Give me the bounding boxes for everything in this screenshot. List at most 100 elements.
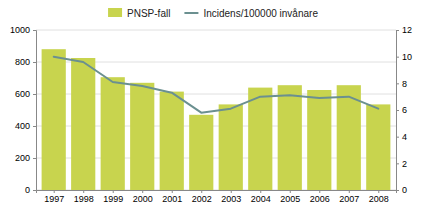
legend-swatch [108, 8, 122, 17]
tick-label: 2002 [192, 194, 212, 204]
tick: 800 [15, 57, 36, 67]
grid-line [36, 30, 396, 31]
legend: PNSP-fall Incidens/100000 invånare [108, 8, 318, 19]
tick: 200 [15, 153, 36, 163]
tick-label: 800 [15, 57, 30, 67]
tick-mark [396, 83, 399, 84]
tick-mark [396, 190, 399, 191]
plot-area: 1997199819992000200120022003200420052006… [10, 25, 412, 204]
tick-mark [231, 190, 232, 193]
tick: 2007 [339, 190, 359, 204]
tick-mark [33, 62, 36, 63]
tick-label: 2007 [339, 194, 359, 204]
tick-label: 2006 [310, 194, 330, 204]
tick-mark [290, 190, 291, 193]
tick-label: 400 [15, 121, 30, 131]
tick-mark [396, 57, 399, 58]
tick: 2 [396, 159, 407, 169]
bar [366, 104, 390, 190]
tick-label: 1999 [103, 194, 123, 204]
tick-label: 2008 [369, 194, 389, 204]
tick: 2000 [133, 190, 153, 204]
tick: 2001 [162, 190, 182, 204]
bar [278, 85, 302, 190]
tick-mark [319, 190, 320, 193]
tick: 4 [396, 132, 407, 142]
legend-label: Incidens/100000 invånare [203, 8, 318, 19]
tick: 400 [15, 121, 36, 131]
tick-mark [396, 163, 399, 164]
line [54, 57, 379, 113]
tick-label: 2000 [133, 194, 153, 204]
tick: 1997 [44, 190, 64, 204]
tick: 10 [396, 52, 412, 62]
tick: 2008 [369, 190, 389, 204]
bar [130, 83, 154, 190]
bar [219, 104, 243, 190]
tick-mark [142, 190, 143, 193]
tick-label: 0 [25, 185, 30, 195]
chart-container: 1997199819992000200120022003200420052006… [0, 0, 426, 212]
tick: 2005 [280, 190, 300, 204]
chart: 1997199819992000200120022003200420052006… [0, 0, 426, 212]
tick: 0 [25, 185, 36, 195]
tick-mark [201, 190, 202, 193]
tick-label: 2004 [251, 194, 271, 204]
tick-label: 6 [402, 105, 407, 115]
tick-mark [172, 190, 173, 193]
tick: 8 [396, 79, 407, 89]
legend-item: PNSP-fall [108, 8, 170, 19]
tick-label: 200 [15, 153, 30, 163]
tick-mark [33, 30, 36, 31]
tick-mark [396, 137, 399, 138]
legend-label: PNSP-fall [127, 8, 170, 19]
y-axis: 0 200 400 600 800 1000 [10, 25, 37, 195]
tick-label: 2 [402, 159, 407, 169]
tick-mark [33, 190, 36, 191]
legend-item: Incidens/100000 invånare [184, 8, 318, 19]
tick-label: 10 [402, 52, 412, 62]
bar [189, 115, 213, 190]
x-axis: 1997 1998 1999 2000 2001 2002 2003 2004 2005 2006… [37, 190, 397, 204]
tick-label: 1997 [44, 194, 64, 204]
tick-mark [33, 94, 36, 95]
tick-mark [33, 126, 36, 127]
tick-mark [83, 190, 84, 193]
tick-mark [396, 30, 399, 31]
y2-axis: 0 2 4 6 8 10 12 [396, 25, 412, 195]
bar [248, 88, 272, 190]
bar [307, 90, 331, 190]
bar [160, 92, 184, 190]
tick: 2003 [221, 190, 241, 204]
bar [71, 58, 95, 190]
axis-line [33, 31, 37, 191]
tick-label: 12 [402, 25, 412, 35]
tick-label: 2001 [162, 194, 182, 204]
tick: 2004 [251, 190, 271, 204]
tick: 0 [396, 185, 407, 195]
bar-series [42, 49, 391, 190]
tick-label: 2003 [221, 194, 241, 204]
axis-line [37, 191, 397, 194]
tick-mark [260, 190, 261, 193]
tick-label: 1998 [74, 194, 94, 204]
axis-line [397, 31, 400, 191]
grid [36, 30, 396, 190]
tick-label: 4 [402, 132, 407, 142]
tick: 1998 [74, 190, 94, 204]
tick: 2002 [192, 190, 212, 204]
tick: 1999 [103, 190, 123, 204]
tick: 1000 [10, 25, 36, 35]
tick: 600 [15, 89, 36, 99]
tick: 2006 [310, 190, 330, 204]
tick-mark [396, 110, 399, 111]
bar [101, 77, 125, 190]
tick-label: 2005 [280, 194, 300, 204]
bar [42, 49, 66, 190]
tick-label: 8 [402, 79, 407, 89]
tick-mark [54, 190, 55, 193]
tick-mark [113, 190, 114, 193]
marks [42, 49, 391, 190]
legend-swatch [184, 12, 198, 14]
tick-mark [349, 190, 350, 193]
